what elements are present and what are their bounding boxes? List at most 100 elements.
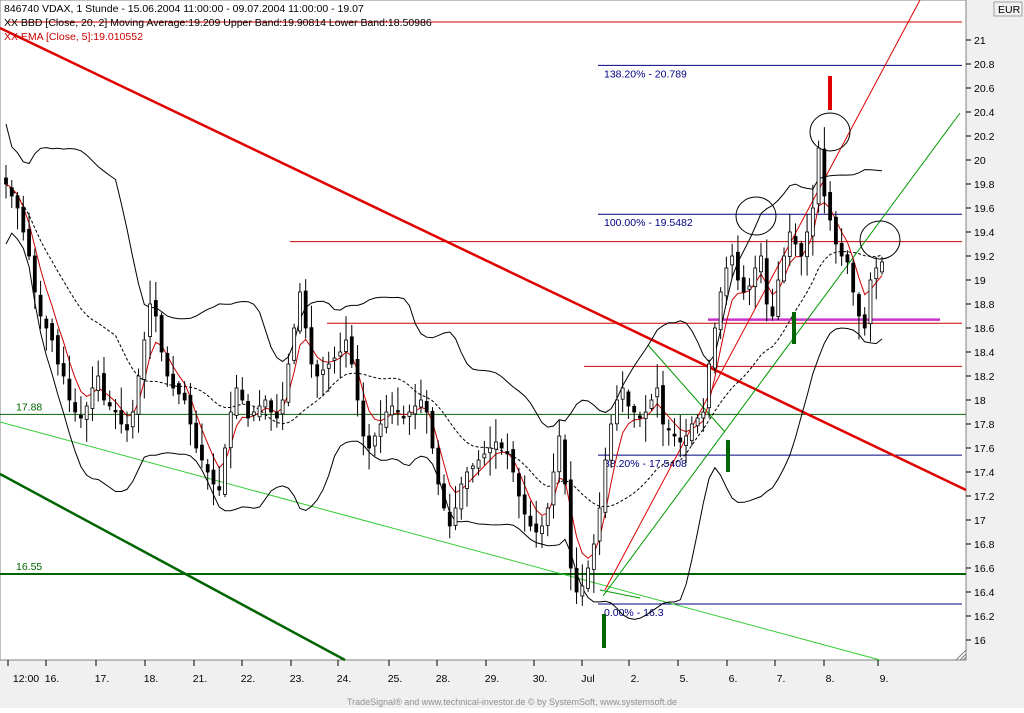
candle-body — [274, 412, 279, 419]
candle-body — [321, 369, 325, 375]
candle-body — [200, 444, 204, 461]
candle-body — [741, 277, 746, 293]
y-tick-label: 18.2 — [974, 371, 995, 383]
x-tick-label: 30. — [533, 673, 548, 685]
candle-body — [851, 262, 856, 293]
candle-body — [534, 523, 539, 533]
time-axis: 12:00 16. 17. 18. 21. 22. 23. 24. 25. 28. 29. 30. Ju… — [7, 660, 889, 685]
candle-body — [171, 373, 176, 389]
candle-body — [234, 387, 239, 416]
candle-body — [84, 405, 89, 420]
light-green-trend-line — [0, 421, 881, 661]
y-tick-label: 19.8 — [974, 179, 995, 191]
x-tick-label: 9. — [880, 673, 889, 685]
candle-body — [862, 314, 867, 329]
candle-body — [27, 228, 31, 257]
candle-body — [845, 254, 850, 263]
candle-body — [770, 306, 775, 317]
support-label: 17.88 — [16, 401, 42, 413]
candle-body — [712, 327, 717, 369]
candle-body — [361, 400, 366, 437]
x-tick-label: Jul — [581, 673, 594, 685]
candle-body — [367, 435, 371, 449]
candle-body — [113, 409, 118, 413]
candle-body — [424, 401, 429, 413]
candle-body — [372, 435, 377, 447]
candle-body — [586, 567, 590, 589]
candle-body — [638, 415, 642, 419]
candle-body — [79, 414, 83, 419]
candle-body — [597, 507, 602, 542]
ema-legend: XX EMA [Close, 5]:19.010552 — [4, 31, 143, 43]
candle-body — [557, 435, 562, 473]
candle-body — [666, 428, 671, 431]
candle-body — [799, 243, 804, 257]
y-tick-label: 20.4 — [974, 107, 995, 119]
ema-line — [5, 183, 883, 559]
candle-body — [107, 402, 112, 407]
candle-body — [67, 378, 72, 401]
candle-body — [326, 363, 331, 369]
candle-body — [782, 255, 786, 282]
candle-body — [684, 435, 688, 446]
candle-body — [724, 267, 729, 297]
footer-credit: TradeSignal® and www.technical-investor.… — [347, 697, 677, 707]
y-tick-label: 16.6 — [974, 563, 995, 575]
y-tick-label: 16.2 — [974, 611, 995, 623]
candle-body — [868, 279, 873, 325]
green-fib-diagonal — [647, 344, 726, 433]
candle-body — [787, 231, 792, 257]
candle-body — [447, 511, 452, 527]
candle-body — [309, 327, 314, 365]
candle-body — [609, 423, 614, 461]
candle-body — [499, 442, 504, 449]
y-tick-label: 16 — [974, 635, 986, 647]
candle-body — [689, 423, 694, 442]
candle-body — [672, 433, 677, 437]
y-tick-label: 17 — [974, 515, 986, 527]
candle-body — [753, 267, 758, 288]
candle-body — [591, 543, 596, 570]
candle-body — [540, 525, 544, 534]
annotation-marks — [602, 76, 901, 648]
candle-body — [839, 242, 844, 257]
fib-label: 38.20% - 17.5408 — [604, 458, 687, 470]
y-tick-label: 21 — [974, 35, 986, 47]
candle-body — [390, 405, 395, 416]
resize-grip-icon[interactable] — [955, 649, 967, 661]
x-tick-label: 25. — [388, 673, 403, 685]
x-tick-label: 5. — [680, 673, 689, 685]
candle-body — [159, 315, 164, 353]
candle-body — [643, 411, 648, 420]
candle-body — [136, 375, 141, 415]
candle-body — [419, 399, 423, 408]
dark-green-trend-line — [0, 472, 346, 662]
candle-body — [730, 255, 735, 266]
candle-body — [246, 400, 250, 419]
candlestick-series — [4, 127, 884, 606]
candle-body — [182, 392, 187, 401]
y-tick-label: 16.8 — [974, 539, 995, 551]
y-tick-label: 17.2 — [974, 491, 995, 503]
y-tick-label: 20.6 — [974, 83, 995, 95]
x-tick-label: 6. — [729, 673, 738, 685]
candle-body — [240, 389, 245, 401]
y-tick-label: 18.4 — [974, 347, 995, 359]
candle-body — [349, 336, 354, 365]
candle-body — [251, 411, 256, 416]
y-tick-label: 17.8 — [974, 419, 995, 431]
candle-body — [165, 352, 170, 377]
candle-body — [338, 351, 343, 357]
candle-body — [21, 206, 26, 233]
candle-body — [355, 359, 360, 401]
candle-body — [9, 187, 14, 197]
candle-body — [130, 411, 135, 428]
candle-body — [384, 411, 389, 428]
candle-body — [344, 339, 348, 352]
support-label: 16.55 — [16, 561, 42, 573]
candle-body — [857, 294, 861, 317]
candle-body — [655, 387, 660, 398]
candle-body — [528, 515, 533, 527]
